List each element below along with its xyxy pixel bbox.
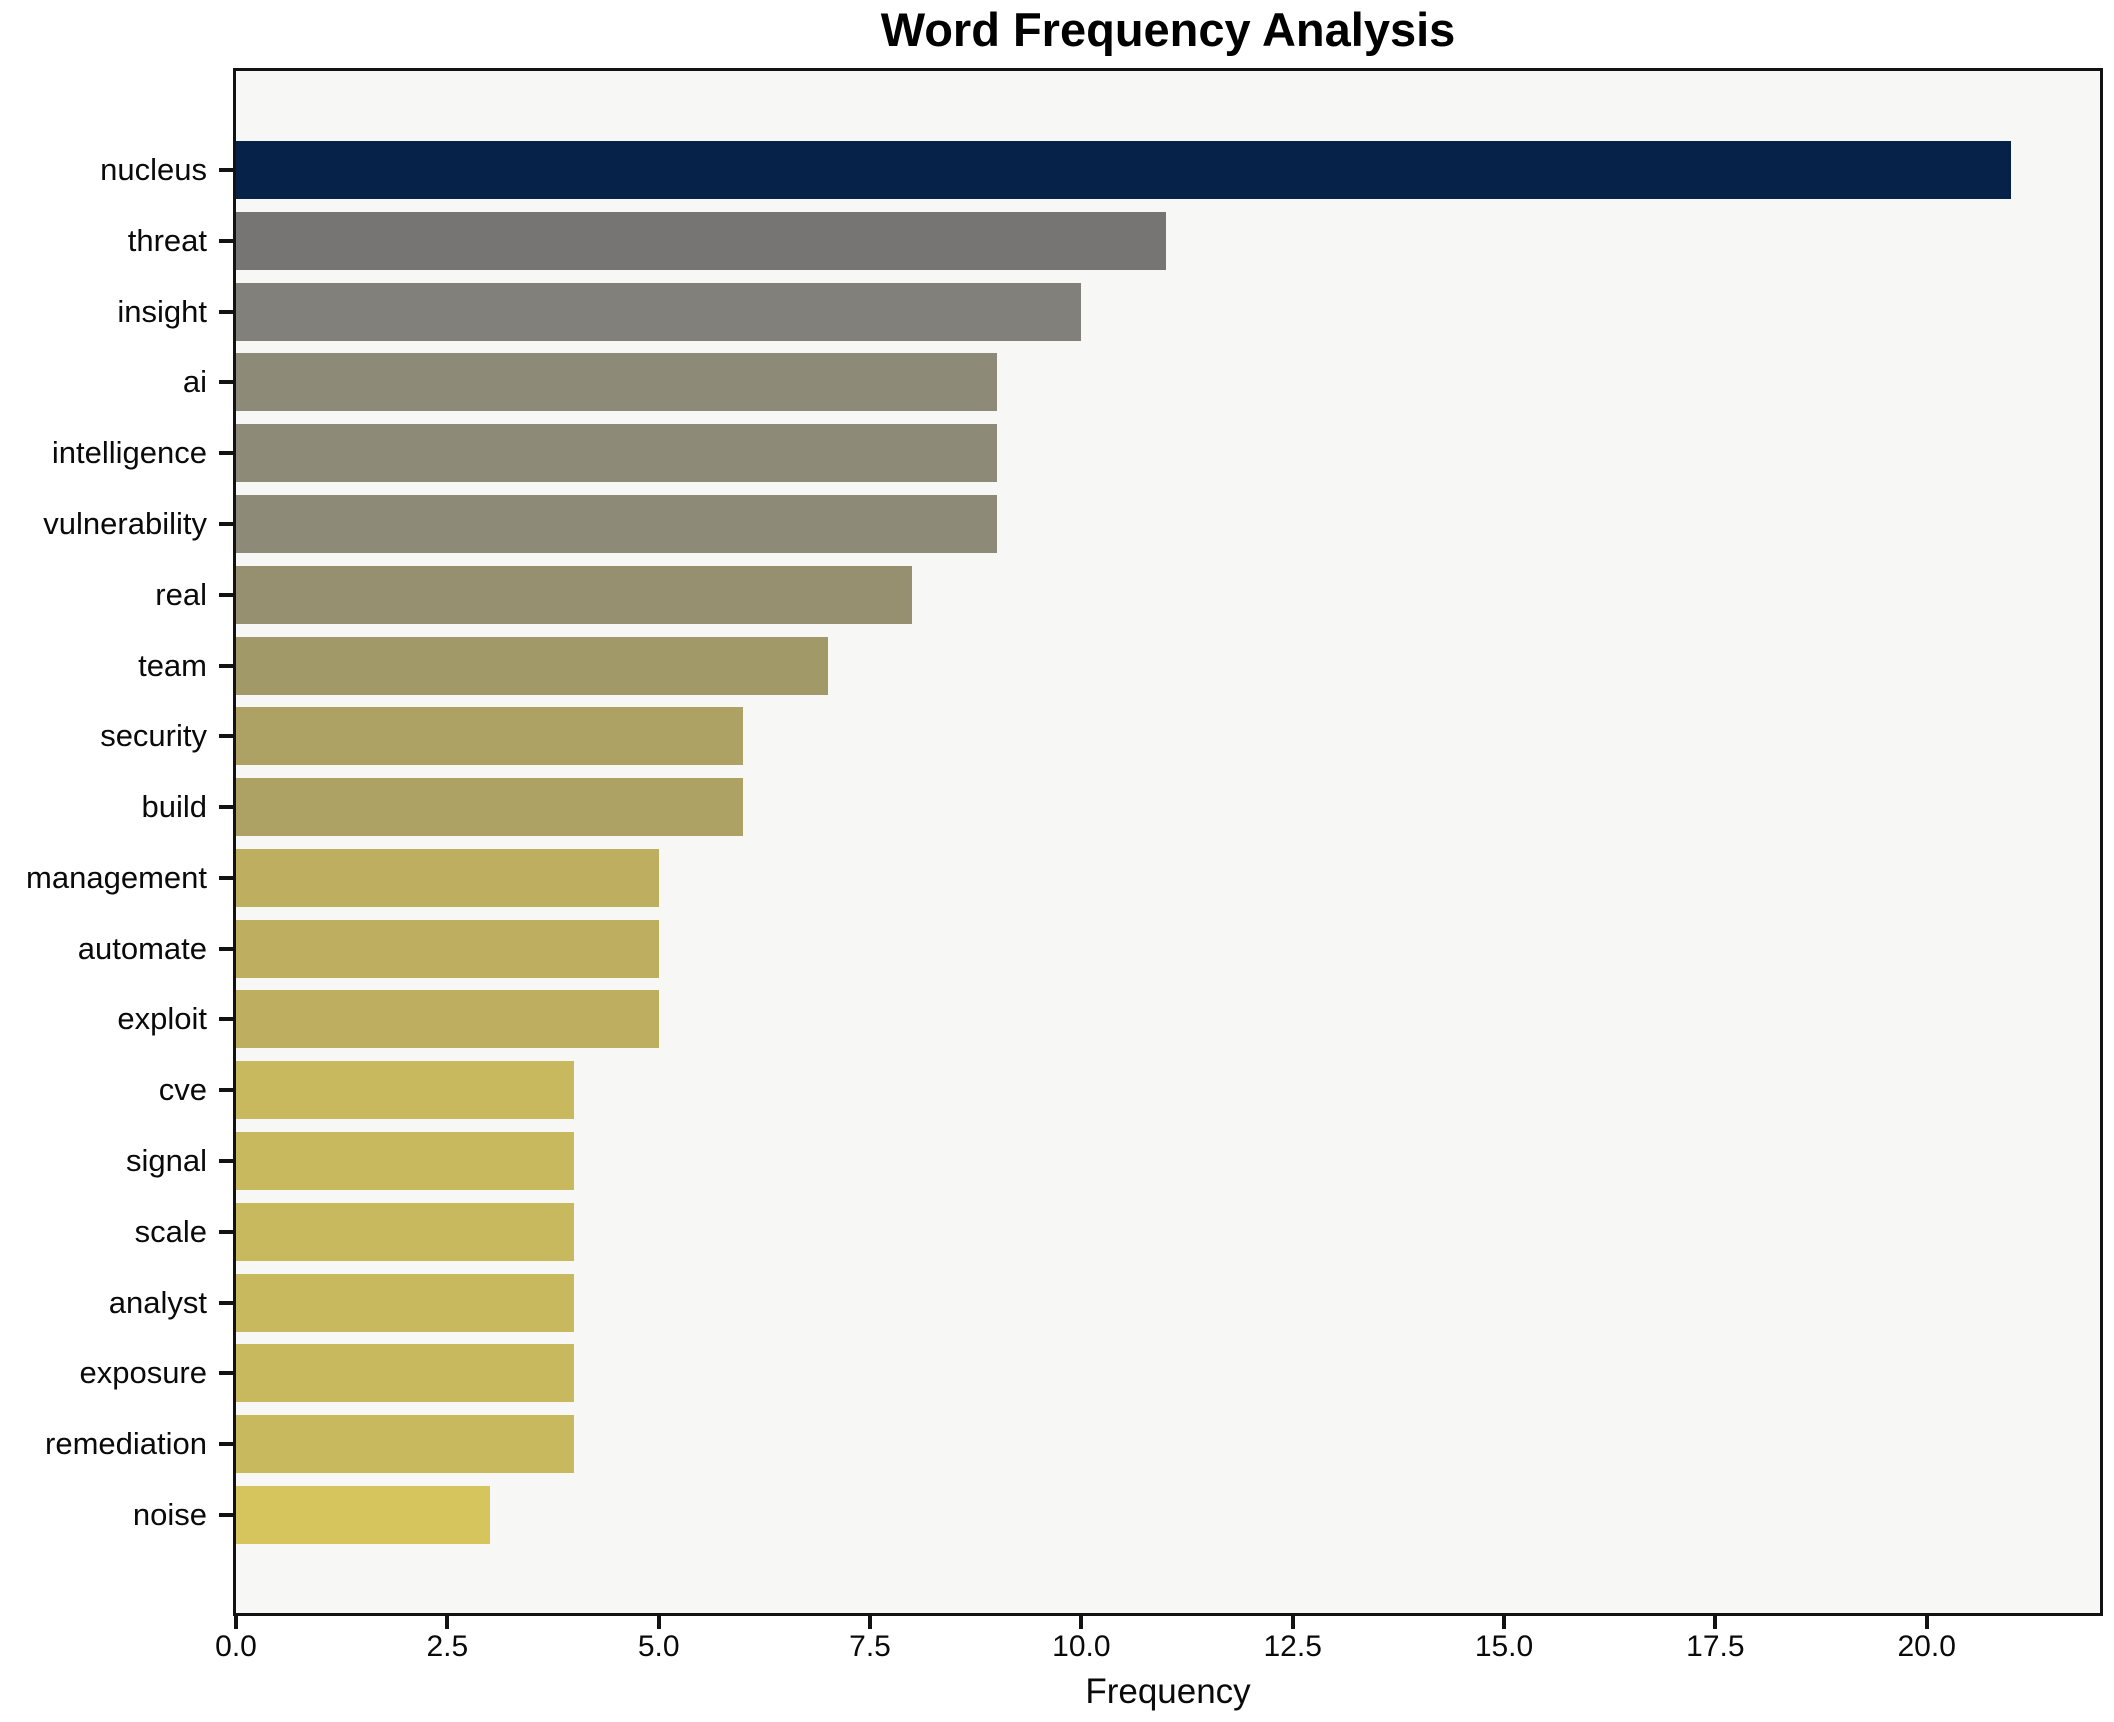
y-tick-mark (219, 946, 233, 951)
bar-noise (236, 1486, 490, 1544)
y-tick-mark (219, 1442, 233, 1447)
bar-analyst (236, 1273, 575, 1332)
y-tick-label: exploit (117, 1001, 207, 1037)
y-tick-mark (219, 1159, 233, 1164)
bar-build (236, 778, 744, 837)
x-tick-mark (1713, 1616, 1718, 1629)
x-tick-label: 20.0 (1897, 1630, 1956, 1663)
bar-insight (236, 282, 1082, 341)
chart-title: Word Frequency Analysis (880, 3, 1456, 56)
y-tick-mark (219, 1229, 233, 1234)
x-tick-label: 15.0 (1474, 1630, 1534, 1663)
x-tick-label: 12.5 (1263, 1630, 1322, 1663)
x-tick-label: 17.5 (1686, 1630, 1745, 1663)
y-tick-label: scale (134, 1213, 207, 1249)
y-tick-label: team (138, 647, 207, 683)
y-tick-mark (219, 1300, 233, 1305)
plot-area (233, 68, 2103, 1616)
y-tick-label: exposure (79, 1355, 207, 1391)
x-tick-label: 7.5 (849, 1630, 891, 1663)
y-tick-mark (219, 805, 233, 810)
x-tick-mark (445, 1616, 450, 1629)
y-tick-label: noise (132, 1497, 207, 1532)
y-tick-mark (219, 1017, 233, 1022)
bar-real (236, 565, 913, 624)
y-tick-label: vulnerability (43, 505, 207, 541)
y-tick-label: analyst (108, 1284, 207, 1320)
bar-team (236, 636, 828, 695)
y-tick-mark (219, 1513, 233, 1517)
y-tick-mark (219, 875, 233, 880)
y-tick-mark (219, 592, 233, 597)
y-tick-label: signal (126, 1143, 207, 1179)
y-tick-label: threat (127, 222, 207, 258)
bar-signal (236, 1132, 575, 1191)
bar-security (236, 707, 744, 766)
y-tick-mark (219, 168, 233, 172)
y-tick-mark (219, 1088, 233, 1093)
x-tick-mark (1502, 1616, 1507, 1629)
bar-exposure (236, 1344, 575, 1403)
y-tick-label: intelligence (51, 435, 207, 471)
x-tick-mark (1079, 1616, 1084, 1629)
bar-management (236, 848, 659, 907)
x-tick-mark (1290, 1616, 1295, 1629)
x-tick-mark (1924, 1616, 1929, 1629)
y-tick-mark (219, 1371, 233, 1376)
y-tick-label: management (26, 859, 207, 895)
y-tick-mark (219, 309, 233, 314)
y-tick-mark (219, 451, 233, 456)
y-tick-label: insight (117, 293, 207, 329)
y-tick-mark (219, 663, 233, 668)
bar-threat (236, 211, 1166, 270)
bar-ai (236, 353, 997, 412)
y-tick-mark (219, 521, 233, 526)
y-tick-label: remediation (45, 1426, 207, 1462)
y-tick-label: real (155, 576, 207, 612)
bar-intelligence (236, 424, 997, 483)
y-tick-mark (219, 238, 233, 243)
x-tick-label: 5.0 (637, 1630, 680, 1663)
bar-cve (236, 1061, 575, 1120)
bar-remediation (236, 1415, 575, 1474)
y-tick-mark (219, 734, 233, 739)
bar-scale (236, 1202, 575, 1261)
x-tick-mark (656, 1616, 661, 1629)
y-tick-mark (219, 380, 233, 385)
y-tick-label: automate (77, 930, 207, 966)
y-tick-label: cve (158, 1072, 207, 1108)
x-tick-label: 0.0 (215, 1630, 257, 1663)
x-tick-mark (234, 1616, 238, 1629)
bar-vulnerability (236, 494, 997, 553)
y-tick-label: build (141, 789, 208, 825)
x-tick-label: 10.0 (1052, 1630, 1111, 1663)
bar-exploit (236, 990, 659, 1049)
x-tick-label: 2.5 (426, 1630, 469, 1663)
y-tick-label: nucleus (100, 152, 207, 187)
x-axis-label: Frequency (1085, 1672, 1251, 1711)
y-tick-label: security (100, 718, 207, 754)
bar-nucleus (236, 141, 2012, 199)
x-tick-mark (868, 1616, 872, 1629)
bar-automate (236, 919, 659, 978)
y-tick-label: ai (182, 364, 207, 400)
